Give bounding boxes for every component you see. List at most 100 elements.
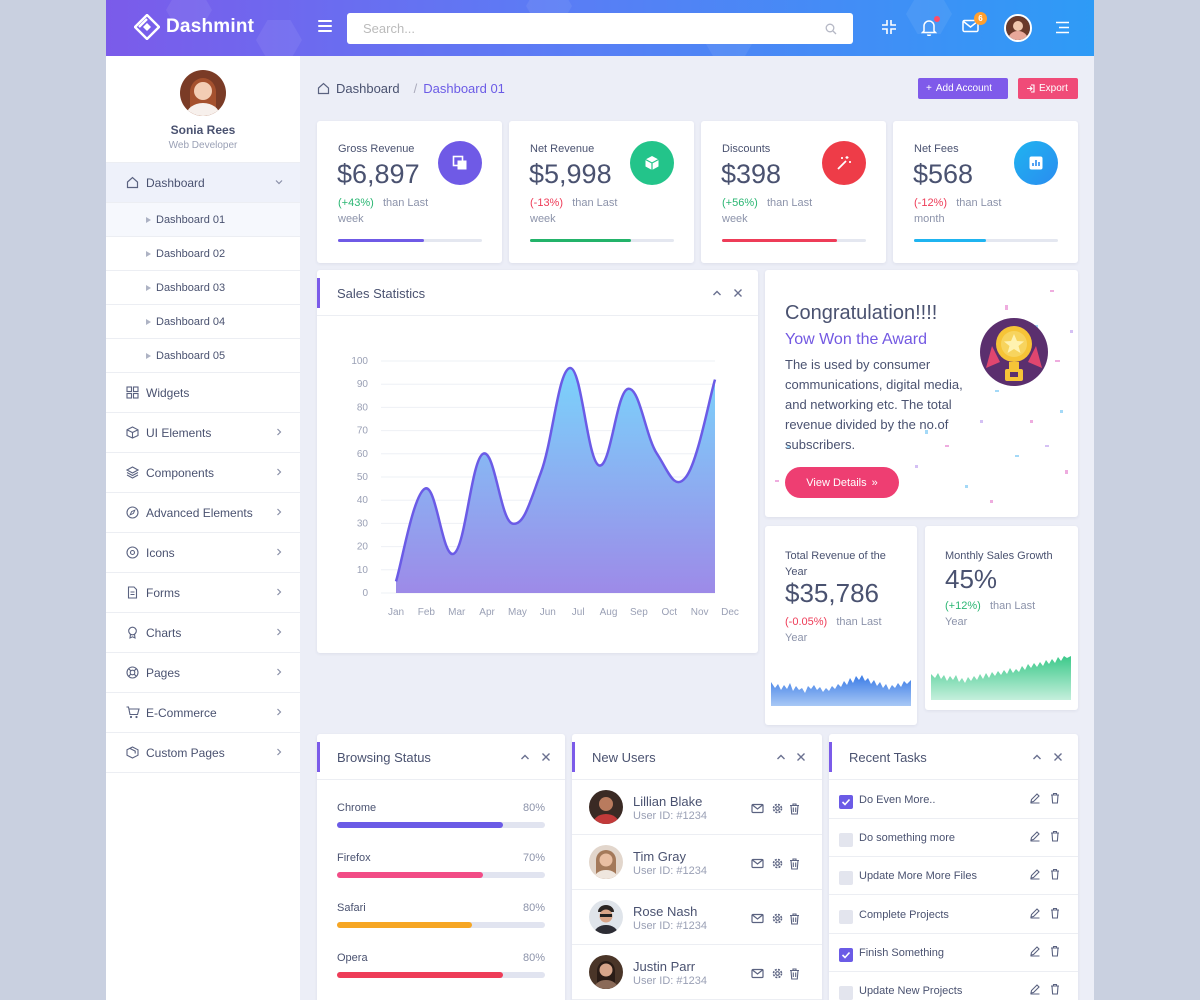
trash-icon[interactable] [788, 912, 801, 925]
sidebar-item-widgets[interactable]: Widgets [106, 373, 300, 413]
sidebar-item-pages[interactable]: Pages [106, 653, 300, 693]
collapse-icon[interactable] [519, 751, 531, 763]
sidebar-item-icons[interactable]: Icons [106, 533, 300, 573]
breadcrumb-home-link[interactable]: Dashboard [336, 81, 400, 96]
panel-title: New Users [592, 750, 656, 765]
user-row[interactable]: Justin Parr User ID: #1234 [572, 945, 822, 1000]
gear-icon[interactable] [771, 857, 784, 870]
profile-avatar[interactable] [180, 70, 226, 116]
close-icon[interactable] [1052, 751, 1064, 763]
sidebar-item-dashboard[interactable]: Dashboard [106, 163, 300, 203]
edit-icon[interactable] [1029, 830, 1041, 842]
collapse-icon[interactable] [711, 287, 723, 299]
sidebar-item-ui-elements[interactable]: UI Elements [106, 413, 300, 453]
mail-icon[interactable] [751, 802, 764, 815]
sidebar-item-advanced-elements[interactable]: Advanced Elements [106, 493, 300, 533]
trash-icon[interactable] [788, 802, 801, 815]
sidebar-item-label: Dashboard [146, 175, 205, 190]
sidebar-toggle-button[interactable] [318, 20, 332, 32]
task-row[interactable]: Do something more [829, 819, 1078, 857]
gear-icon[interactable] [771, 912, 784, 925]
sidebar-item-custom-pages[interactable]: Custom Pages [106, 733, 300, 773]
user-avatar[interactable] [589, 955, 623, 989]
notifications-button[interactable] [920, 16, 940, 39]
stat-title: Discounts [722, 143, 771, 155]
mail-icon[interactable] [751, 857, 764, 870]
messages-button[interactable]: 6 [962, 12, 987, 36]
sidebar-subitem-label: Dashboard 04 [156, 315, 226, 328]
trash-icon[interactable] [788, 857, 801, 870]
close-icon[interactable] [732, 287, 744, 299]
user-row[interactable]: Tim Gray User ID: #1234 [572, 835, 822, 890]
y-tick-label: 90 [357, 379, 369, 390]
sidebar-subitem-dashboard-01[interactable]: Dashboard 01 [106, 203, 300, 237]
x-tick-label: Mar [448, 607, 466, 618]
task-row[interactable]: Update More More Files [829, 857, 1078, 895]
task-checkbox[interactable] [839, 795, 853, 809]
sidebar-subitem-dashboard-05[interactable]: Dashboard 05 [106, 339, 300, 373]
award-icon [126, 626, 140, 640]
close-icon[interactable] [795, 751, 807, 763]
user-avatar[interactable] [589, 900, 623, 934]
gear-icon[interactable] [771, 967, 784, 980]
card-title: Total Revenue of the Year [785, 550, 886, 578]
menu-lines-icon[interactable] [1055, 21, 1070, 34]
task-checkbox[interactable] [839, 871, 853, 885]
browser-name: Firefox [337, 852, 371, 864]
fullscreen-exit-icon[interactable] [881, 19, 897, 35]
trash-icon[interactable] [788, 967, 801, 980]
task-row[interactable]: Finish Something [829, 934, 1078, 972]
brand-logo[interactable]: Dashmint [134, 14, 254, 40]
task-row[interactable]: Complete Projects [829, 896, 1078, 934]
mail-icon[interactable] [751, 967, 764, 980]
sidebar-item-forms[interactable]: Forms [106, 573, 300, 613]
collapse-icon[interactable] [1031, 751, 1043, 763]
stat-title: Net Fees [914, 143, 959, 155]
task-checkbox[interactable] [839, 833, 853, 847]
task-checkbox[interactable] [839, 986, 853, 1000]
task-checkbox[interactable] [839, 948, 853, 962]
user-avatar[interactable] [589, 845, 623, 879]
trash-icon[interactable] [1049, 868, 1061, 880]
mail-icon[interactable] [751, 912, 764, 925]
trash-icon[interactable] [1049, 830, 1061, 842]
edit-icon[interactable] [1029, 983, 1041, 995]
export-button[interactable]: Export [1018, 78, 1078, 99]
sidebar-item-components[interactable]: Components [106, 453, 300, 493]
collapse-icon[interactable] [775, 751, 787, 763]
task-row[interactable]: Update New Projects [829, 972, 1078, 1000]
user-row[interactable]: Lillian Blake User ID: #1234 [572, 780, 822, 835]
trash-icon[interactable] [1049, 983, 1061, 995]
close-icon[interactable] [540, 751, 552, 763]
header-avatar[interactable] [1004, 14, 1032, 42]
edit-icon[interactable] [1029, 868, 1041, 880]
export-label: Export [1039, 83, 1068, 94]
task-row[interactable]: Do Even More.. [829, 781, 1078, 819]
sidebar-subitem-dashboard-03[interactable]: Dashboard 03 [106, 271, 300, 305]
search-input[interactable] [363, 21, 825, 36]
trash-icon[interactable] [1049, 945, 1061, 957]
sidebar-subitem-dashboard-02[interactable]: Dashboard 02 [106, 237, 300, 271]
stat-value: $6,897 [337, 159, 420, 189]
task-checkbox[interactable] [839, 910, 853, 924]
sidebar-item-label: Components [146, 465, 215, 480]
change-percent: (-0.05%) [785, 616, 828, 628]
recent-tasks-panel: Recent Tasks Do Even More.. Do something … [829, 734, 1078, 1000]
gear-icon[interactable] [771, 802, 784, 815]
search-icon[interactable] [825, 23, 837, 35]
user-row[interactable]: Rose Nash User ID: #1234 [572, 890, 822, 945]
view-details-button[interactable]: View Details » [785, 467, 899, 498]
edit-icon[interactable] [1029, 792, 1041, 804]
cart-icon [126, 706, 140, 720]
sidebar-item-e-commerce[interactable]: E-Commerce [106, 693, 300, 733]
trash-icon[interactable] [1049, 907, 1061, 919]
sidebar-subitem-dashboard-04[interactable]: Dashboard 04 [106, 305, 300, 339]
edit-icon[interactable] [1029, 907, 1041, 919]
trash-icon[interactable] [1049, 792, 1061, 804]
user-avatar[interactable] [589, 790, 623, 824]
edit-icon[interactable] [1029, 945, 1041, 957]
chevron-right-icon [277, 508, 282, 516]
stat-value: $568 [913, 159, 974, 189]
sidebar-item-charts[interactable]: Charts [106, 613, 300, 653]
add-account-button[interactable]: + Add Account [918, 78, 1008, 99]
